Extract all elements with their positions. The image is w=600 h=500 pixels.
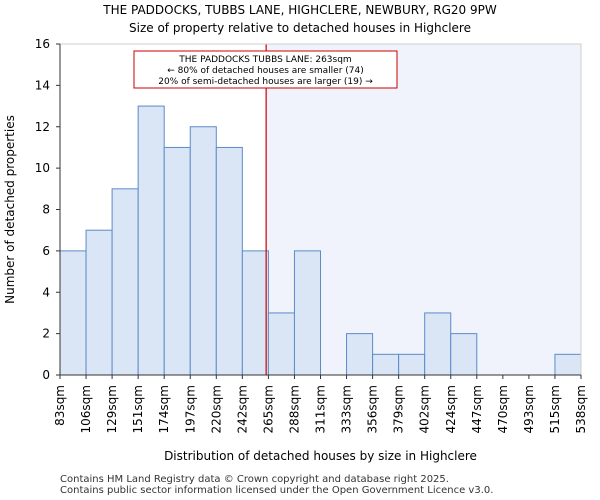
bar-129sqm [111, 188, 139, 376]
x-tick-label: 242sqm [235, 385, 249, 433]
x-tick-label: 333sqm [340, 385, 354, 433]
bar-220sqm [215, 146, 243, 376]
x-tick-label: 447sqm [470, 385, 484, 433]
y-tick-label: 2 [42, 327, 50, 341]
x-tick-label: 311sqm [314, 385, 328, 433]
annotation-line-2: ← 80% of detached houses are smaller (74… [167, 66, 364, 76]
x-tick-label: 379sqm [392, 385, 406, 433]
bar-174sqm [163, 146, 191, 376]
bar-379sqm [398, 353, 426, 376]
x-tick-label: 493sqm [522, 385, 536, 433]
footer-line-1: Contains HM Land Registry data © Crown c… [60, 474, 449, 485]
bar-265sqm [267, 312, 295, 376]
x-tick-label: 129sqm [105, 385, 119, 433]
axes-group: 0 2 4 6 8 10 12 14 16 83sqm 106sqm 129sqm 151sqm 174s… [35, 37, 588, 433]
x-tick-label: 288sqm [287, 385, 301, 433]
bars-group [59, 105, 582, 376]
annotation-line-1: THE PADDOCKS TUBBS LANE: 263sqm [178, 55, 351, 65]
y-tick-label: 14 [35, 78, 50, 92]
y-tick-label: 8 [42, 203, 50, 217]
x-tick-label: 174sqm [157, 385, 171, 433]
x-tick-label: 151sqm [131, 385, 145, 433]
x-tick-label: 515sqm [548, 385, 562, 433]
x-tick-label: 538sqm [574, 385, 588, 433]
x-tick-label: 470sqm [496, 385, 510, 433]
chart-subtitle: Size of property relative to detached ho… [129, 21, 471, 35]
bar-515sqm [554, 353, 582, 376]
x-tick-label: 197sqm [183, 385, 197, 433]
bar-424sqm [450, 333, 478, 376]
bar-333sqm [346, 333, 374, 376]
bar-197sqm [189, 126, 217, 376]
y-tick-label: 16 [35, 37, 50, 51]
y-tick-label: 6 [42, 244, 50, 258]
bar-288sqm [293, 250, 322, 376]
bar-151sqm [137, 105, 165, 376]
bar-356sqm [372, 353, 400, 376]
x-axis-label: Distribution of detached houses by size … [164, 449, 477, 463]
bar-106sqm [85, 229, 113, 376]
bar-402sqm [424, 312, 452, 376]
x-tick-label: 265sqm [261, 385, 275, 433]
x-tick-label: 402sqm [418, 385, 432, 433]
y-axis-label: Number of detached properties [3, 115, 17, 304]
y-tick-label: 10 [35, 161, 50, 175]
bar-242sqm [241, 250, 269, 376]
x-tick-label: 83sqm [53, 385, 67, 426]
annotation-box [133, 50, 398, 89]
annotation-line-3: 20% of semi-detached houses are larger (… [158, 77, 373, 87]
x-tick-label: 106sqm [79, 385, 93, 433]
bar-83sqm [59, 250, 87, 376]
y-tick-label: 4 [42, 285, 50, 299]
x-tick-label: 424sqm [444, 385, 458, 433]
x-tick-label: 220sqm [209, 385, 223, 433]
footer-line-2: Contains public sector information licen… [60, 485, 494, 496]
y-tick-label: 0 [42, 368, 50, 382]
chart-title: THE PADDOCKS, TUBBS LANE, HIGHCLERE, NEW… [103, 3, 497, 17]
y-tick-label: 12 [35, 120, 50, 134]
x-tick-label: 356sqm [366, 385, 380, 433]
annotation-group: THE PADDOCKS TUBBS LANE: 263sqm ← 80% of… [133, 50, 398, 89]
